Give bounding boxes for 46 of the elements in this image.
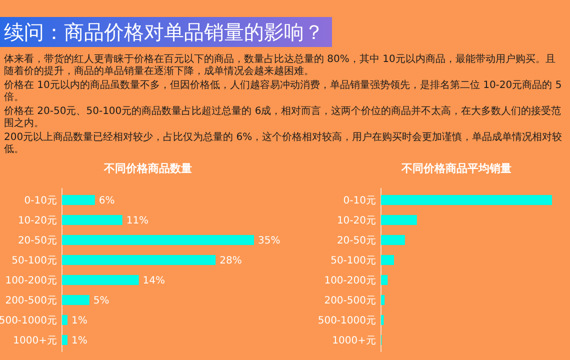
y-tick-label: 500-1000元 [318, 316, 376, 326]
y-tick-label: 100-200元 [324, 276, 376, 286]
bar [381, 235, 405, 245]
text: 价格在 20-50元、50-100元的商品数量占比超过总量的 6成，相对而言，这两个价位的商品并不太高，在大多数人们的接受范围之内。 [4, 106, 562, 130]
text: 续问：商品价格对单品销量的影响？ [0, 17, 332, 47]
y-tick-label: 1000+元 [13, 336, 57, 346]
bar [62, 255, 216, 265]
bar [62, 295, 90, 305]
data-label: 11% [126, 216, 149, 226]
data-label: 28% [220, 256, 242, 266]
y-tick-label: 1000+元 [332, 336, 376, 346]
data-label: 14% [142, 276, 166, 286]
bar [381, 255, 394, 265]
y-tick-label: 0-10元 [24, 196, 57, 206]
y-tick-label: 20-50元 [336, 236, 376, 246]
data-label: 1% [71, 336, 88, 346]
y-tick-label: 200-500元 [324, 296, 376, 306]
y-tick-label: 0-10元 [343, 196, 376, 206]
bar [62, 315, 68, 325]
bar [381, 195, 552, 205]
data-label: 1% [71, 316, 88, 326]
y-tick-label: 500-1000元 [0, 316, 57, 326]
bar [62, 235, 254, 245]
chart-title: 不同价格商品平均销量 [400, 162, 512, 175]
y-tick-label: 10-20元 [336, 216, 376, 226]
data-label: 5% [93, 296, 110, 306]
y-tick-label: 50-100元 [12, 256, 57, 266]
y-tick-label: 10-20元 [18, 216, 57, 226]
bar [381, 215, 417, 225]
y-tick-label: 100-200元 [5, 276, 57, 286]
text: 200元以上商品数量已经相对较少，占比仅为总量的 6%，这个价格相对较高，用户在购买时会更加谨慎，单品成单情况相对较低。 [4, 132, 564, 156]
text: 价格在 10元以内的商品虽数量不多，但因价格低，人们越容易冲动消费，单品销量强势领先，是排名第二位 10-20元商品的 5倍。 [4, 80, 563, 104]
bar [62, 215, 122, 225]
data-label: 6% [98, 196, 115, 206]
bar [381, 295, 385, 305]
bar [381, 315, 384, 325]
y-tick-label: 50-100元 [330, 256, 376, 266]
bar [62, 335, 68, 345]
y-tick-label: 200-500元 [5, 296, 57, 306]
text: 体来看，带货的红人更青睐于价格在百元以下的商品，数量占比达总量的 80%，其中 10元以内商品，最能带动用户购买。且随着价的提升，商品的单品销量在逐渐下降，成单情况会越来越困难。 [4, 54, 556, 78]
bar [62, 195, 95, 205]
chart-title: 不同价格商品数量 [103, 162, 192, 175]
data-label: 35% [258, 236, 280, 246]
bar [381, 275, 388, 285]
bar [62, 275, 139, 285]
y-tick-label: 20-50元 [18, 236, 57, 246]
